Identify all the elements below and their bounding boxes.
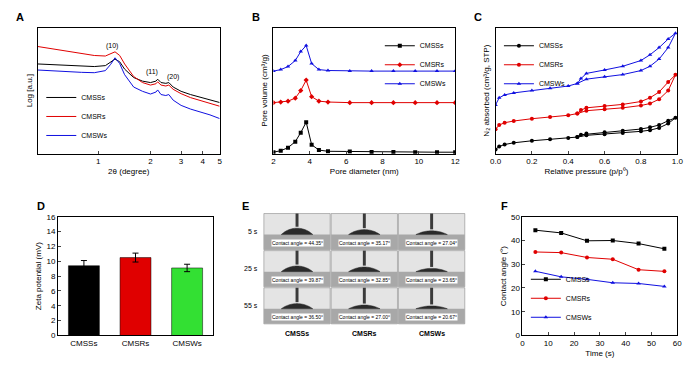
svg-text:CMSSs: CMSSs (566, 276, 590, 283)
svg-text:C: C (474, 11, 482, 23)
svg-text:CMSRs: CMSRs (539, 61, 564, 68)
svg-text:4: 4 (308, 157, 313, 166)
svg-text:8: 8 (51, 272, 56, 281)
svg-text:3: 3 (179, 157, 184, 166)
svg-text:10: 10 (544, 339, 553, 348)
svg-text:20: 20 (511, 284, 520, 293)
svg-text:(11): (11) (146, 68, 158, 76)
svg-text:B: B (252, 11, 260, 23)
svg-text:CMSSs: CMSSs (70, 339, 97, 348)
svg-text:0.4: 0.4 (563, 157, 575, 166)
svg-text:CMSSs: CMSSs (539, 42, 563, 49)
svg-text:0: 0 (51, 331, 56, 340)
svg-text:Contact angle = 44.35°: Contact angle = 44.35° (272, 240, 323, 246)
svg-text:50: 50 (647, 339, 656, 348)
svg-text:CMSRs: CMSRs (81, 113, 106, 120)
svg-text:4: 4 (51, 302, 56, 311)
svg-text:0.8: 0.8 (635, 157, 647, 166)
svg-text:CMSWs: CMSWs (172, 339, 201, 348)
svg-text:0.2: 0.2 (526, 157, 538, 166)
svg-text:Time (s): Time (s) (585, 349, 614, 358)
svg-text:Contact angle = 20.67°: Contact angle = 20.67° (406, 314, 457, 320)
svg-text:14: 14 (47, 227, 56, 236)
svg-text:2: 2 (148, 157, 153, 166)
svg-text:F: F (501, 200, 508, 212)
svg-text:10: 10 (511, 308, 520, 317)
svg-text:30: 30 (595, 339, 604, 348)
svg-text:0: 0 (520, 339, 525, 348)
svg-text:Pore volume (cm³/g): Pore volume (cm³/g) (260, 54, 269, 127)
svg-text:4: 4 (201, 157, 206, 166)
svg-text:CMSRs: CMSRs (352, 330, 377, 337)
svg-text:2: 2 (271, 157, 276, 166)
svg-text:(10): (10) (106, 42, 118, 50)
svg-text:Contact angle = 39.87°: Contact angle = 39.87° (272, 277, 323, 283)
svg-text:Log [a.u.]: Log [a.u.] (25, 74, 34, 107)
svg-text:5 s: 5 s (248, 228, 258, 235)
svg-text:CMSRs: CMSRs (420, 61, 445, 68)
svg-text:10: 10 (47, 257, 56, 266)
svg-text:Contact angle = 36.50°: Contact angle = 36.50° (272, 314, 323, 320)
svg-text:(20): (20) (167, 73, 179, 81)
svg-text:CMSWs: CMSWs (419, 330, 445, 337)
svg-text:0: 0 (515, 331, 520, 340)
svg-text:2: 2 (51, 316, 56, 325)
svg-text:55 s: 55 s (244, 302, 258, 309)
svg-text:60: 60 (673, 339, 682, 348)
svg-text:D: D (37, 200, 45, 212)
svg-text:2θ (degree): 2θ (degree) (108, 167, 150, 176)
svg-text:A: A (16, 11, 24, 23)
svg-text:25 s: 25 s (244, 265, 258, 272)
svg-text:CMSSs: CMSSs (81, 94, 105, 101)
svg-text:40: 40 (511, 236, 520, 245)
svg-text:N₂ absorbed (cm³/g, STP): N₂ absorbed (cm³/g, STP) (482, 44, 491, 136)
svg-text:8: 8 (380, 157, 385, 166)
svg-text:CMSWs: CMSWs (539, 80, 565, 87)
svg-text:40: 40 (621, 339, 630, 348)
svg-text:16: 16 (47, 213, 56, 222)
svg-text:Contact angle = 32.85°: Contact angle = 32.85° (339, 277, 390, 283)
svg-text:CMSWs: CMSWs (81, 132, 107, 139)
svg-text:1.0: 1.0 (672, 157, 684, 166)
svg-text:20: 20 (570, 339, 579, 348)
svg-text:50: 50 (511, 213, 520, 222)
svg-text:Relative pressure (p/p⁰): Relative pressure (p/p⁰) (544, 167, 628, 176)
svg-text:1: 1 (96, 157, 101, 166)
svg-text:CMSSs: CMSSs (285, 330, 309, 337)
svg-text:Pore diameter (nm): Pore diameter (nm) (330, 167, 399, 176)
svg-text:Zeta potential (mV): Zeta potential (mV) (34, 242, 43, 310)
svg-text:30: 30 (511, 260, 520, 269)
svg-text:10: 10 (414, 157, 423, 166)
svg-text:CMSWs: CMSWs (566, 314, 592, 321)
svg-text:12: 12 (47, 242, 56, 251)
svg-text:CMSRs: CMSRs (566, 295, 591, 302)
svg-text:Contact angle = 23.65°: Contact angle = 23.65° (406, 277, 457, 283)
svg-text:Contact angle = 27.00°: Contact angle = 27.00° (339, 314, 390, 320)
svg-text:Contact angle = 27.04°: Contact angle = 27.04° (406, 240, 457, 246)
svg-text:0.6: 0.6 (599, 157, 611, 166)
svg-text:CMSRs: CMSRs (122, 339, 150, 348)
svg-text:E: E (242, 200, 249, 212)
svg-text:CMSSs: CMSSs (420, 42, 444, 49)
svg-text:0.0: 0.0 (490, 157, 502, 166)
svg-text:6: 6 (51, 287, 56, 296)
svg-text:6: 6 (344, 157, 349, 166)
svg-text:Contact angle = 35.17°: Contact angle = 35.17° (339, 240, 390, 246)
svg-text:5: 5 (217, 157, 222, 166)
svg-text:Contact angle (°): Contact angle (°) (499, 246, 508, 306)
svg-text:CMSWs: CMSWs (420, 80, 446, 87)
svg-text:12: 12 (451, 157, 460, 166)
